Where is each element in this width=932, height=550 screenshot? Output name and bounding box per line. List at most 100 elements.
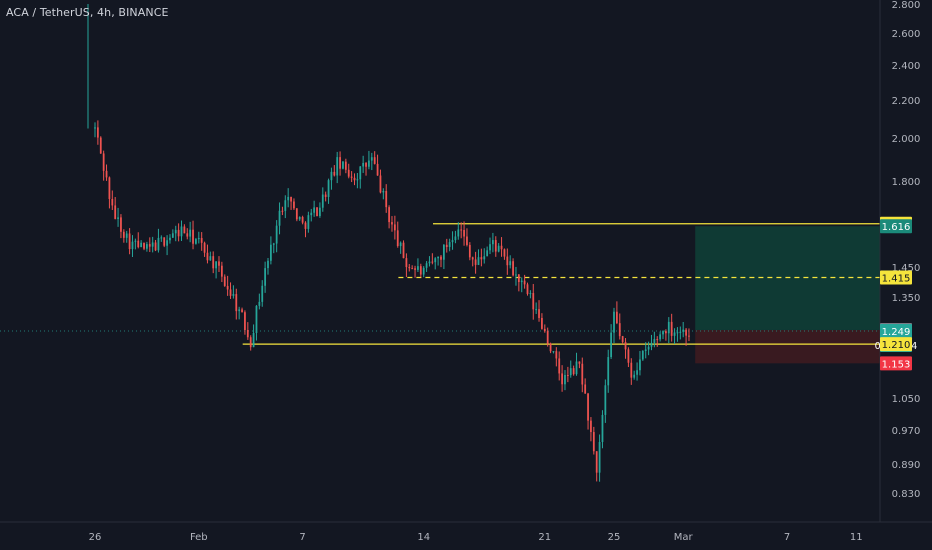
candle-body — [105, 170, 108, 178]
candle-body — [163, 237, 166, 246]
candle-body — [359, 166, 362, 180]
candle-body — [209, 256, 212, 261]
candle-body — [483, 256, 486, 260]
price-tick-label: 1.050 — [892, 394, 921, 405]
candle-body — [636, 370, 638, 375]
candle-body — [639, 359, 641, 371]
candle-body — [604, 385, 607, 415]
candle-body — [235, 294, 238, 312]
symbol-title[interactable]: ACA / TetherUS, 4h, BINANCE — [6, 6, 169, 19]
candle-body — [212, 256, 215, 269]
candle-body — [220, 265, 223, 277]
candle-body — [160, 237, 163, 239]
candle-body — [506, 256, 509, 266]
candle-body — [134, 240, 137, 242]
candle-body — [500, 245, 503, 250]
candle-body — [347, 169, 350, 177]
candle-body — [414, 268, 416, 270]
candle-body — [448, 242, 451, 248]
candle-body — [197, 238, 200, 240]
candle-body — [552, 351, 555, 353]
candle-body — [200, 238, 203, 243]
price-tick-label: 0.970 — [892, 426, 921, 437]
candle-body — [607, 357, 610, 386]
candle-body — [520, 280, 523, 283]
target-badge-bg[interactable] — [880, 219, 912, 234]
price-axis[interactable]: 2.800 2.600 2.400 2.200 2.000 1.800 1.450 1.350… — [875, 0, 921, 522]
candle-body — [630, 362, 633, 378]
candle-body — [284, 200, 287, 211]
candle-body — [555, 351, 558, 359]
current-price-badge-text: 1.249 — [882, 327, 911, 338]
candle-body — [673, 332, 676, 336]
candle-body — [333, 171, 336, 176]
candle-body — [137, 240, 140, 248]
candle-body — [192, 229, 194, 244]
candle-body — [581, 363, 584, 385]
candle-body — [592, 432, 595, 452]
candle-body — [148, 244, 151, 247]
price-tick-label: 2.800 — [892, 0, 921, 11]
candle-body — [489, 244, 491, 251]
candle-body — [324, 194, 327, 197]
candle-body — [422, 267, 425, 275]
candle-body — [186, 233, 189, 237]
candle-body — [206, 252, 209, 261]
candle-body — [244, 312, 246, 331]
candle-body — [281, 210, 284, 212]
candle-body — [287, 196, 290, 201]
candle-body — [466, 236, 468, 245]
candle-body — [120, 217, 122, 232]
time-tick-label: 11 — [850, 532, 863, 543]
level-badge-1415-text: 1.415 — [882, 274, 911, 285]
candle-body — [659, 334, 662, 340]
candle-body — [316, 207, 318, 217]
price-tick-label: 2.400 — [892, 61, 921, 72]
candle-body — [336, 157, 339, 176]
candle-body — [272, 243, 275, 245]
candle-body — [477, 257, 480, 265]
time-tick-label: Mar — [674, 532, 694, 543]
price-tick-label: 1.450 — [892, 263, 921, 274]
candle-body — [157, 237, 160, 251]
level-lines — [0, 223, 880, 345]
stop-badge-bg[interactable] — [880, 356, 912, 371]
candle-body — [535, 309, 538, 311]
candle-body — [494, 240, 497, 252]
candle-body — [261, 285, 264, 302]
candle-body — [405, 258, 408, 268]
candle-body — [166, 240, 168, 246]
candle-body — [125, 233, 128, 238]
candle-body — [601, 414, 604, 443]
candle-body — [653, 339, 656, 343]
candle-body — [497, 245, 500, 252]
candle-body — [682, 329, 685, 332]
candle-body — [269, 244, 272, 261]
candle-body — [569, 368, 572, 376]
candle-body — [541, 317, 543, 329]
candle-body — [342, 161, 344, 169]
candle-body — [578, 361, 581, 364]
candle-body — [584, 384, 587, 394]
candle-body — [249, 337, 252, 348]
price-tick-label: 0.890 — [892, 460, 921, 471]
candle-body — [526, 284, 529, 294]
candle-body — [180, 226, 183, 237]
candle-body — [662, 331, 664, 335]
candle-body — [538, 309, 540, 318]
stop-badge-text: 1.153 — [882, 359, 911, 370]
candle-body — [621, 336, 624, 343]
level-badge-1210-bg[interactable] — [880, 337, 912, 352]
level-badge-1415-bg[interactable] — [880, 270, 912, 285]
candle-body — [151, 242, 154, 247]
candle-body — [376, 163, 379, 176]
candle-body — [293, 201, 295, 209]
candle-body — [468, 244, 471, 258]
candle-body — [304, 222, 307, 229]
candle-body — [399, 242, 402, 247]
time-axis[interactable]: 26 Feb 7 14 21 25 Mar 7 11 — [0, 521, 932, 543]
candle-body — [183, 226, 186, 234]
candle-body — [174, 229, 177, 234]
